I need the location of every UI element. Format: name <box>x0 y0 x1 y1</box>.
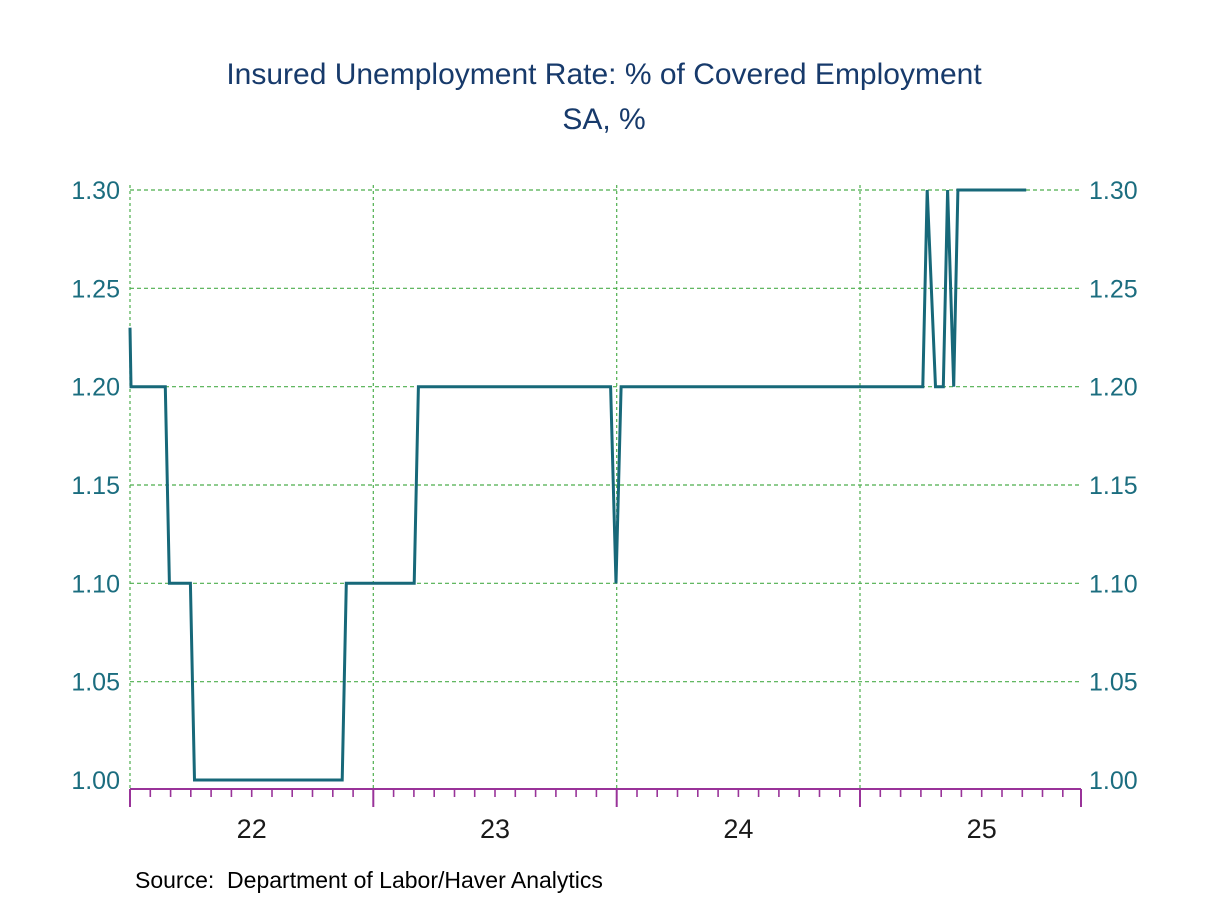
data-line <box>128 188 1027 782</box>
y-tick-label-left: 1.30 <box>71 177 120 205</box>
chart-title-line2: SA, % <box>562 103 646 136</box>
y-tick-label-left: 1.20 <box>71 374 120 402</box>
y-tick-label-left: 1.10 <box>71 570 120 598</box>
y-tick-label-right: 1.20 <box>1089 374 1138 402</box>
y-tick-label-right: 1.15 <box>1089 472 1138 500</box>
y-tick-label-right: 1.25 <box>1089 275 1138 303</box>
x-tick-label: 22 <box>237 814 267 844</box>
y-tick-label-left: 1.05 <box>71 669 120 697</box>
chart-title: Insured Unemployment Rate: % of Covered … <box>0 52 1208 142</box>
x-tick-label: 25 <box>967 814 997 844</box>
y-tick-label-right: 1.30 <box>1089 177 1138 205</box>
y-tick-label-left: 1.15 <box>71 472 120 500</box>
x-tick-label: 23 <box>480 814 510 844</box>
source-note: Source: Department of Labor/Haver Analyt… <box>135 867 603 893</box>
x-tick-label: 24 <box>723 814 753 844</box>
y-tick-label-left: 1.25 <box>71 275 120 303</box>
y-tick-label-right: 1.10 <box>1089 570 1138 598</box>
chart-title-line1: Insured Unemployment Rate: % of Covered … <box>226 58 982 91</box>
y-tick-label-right: 1.00 <box>1089 767 1138 795</box>
y-tick-label-right: 1.05 <box>1089 669 1138 697</box>
y-tick-label-left: 1.00 <box>71 767 120 795</box>
